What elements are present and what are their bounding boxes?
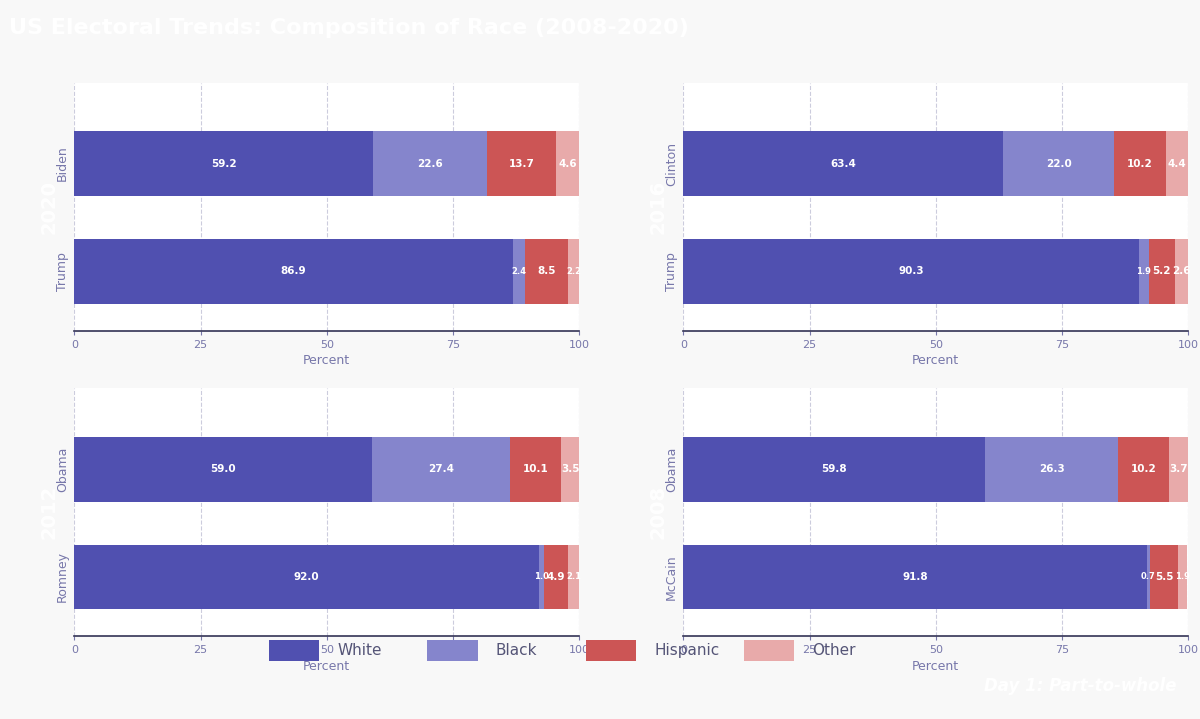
Bar — [586, 640, 636, 661]
Bar — [269, 640, 319, 661]
Bar — [985, 437, 1118, 502]
Text: 91.8: 91.8 — [902, 572, 928, 582]
Bar — [568, 239, 580, 303]
Bar — [684, 437, 985, 502]
Bar — [1147, 545, 1150, 610]
Text: 10.2: 10.2 — [1130, 464, 1157, 474]
Bar — [1003, 131, 1115, 196]
Text: 5.2: 5.2 — [1152, 267, 1171, 276]
Text: 5.5: 5.5 — [1154, 572, 1174, 582]
Text: 3.7: 3.7 — [1169, 464, 1188, 474]
Text: 10.2: 10.2 — [1127, 159, 1153, 168]
Text: Hispanic: Hispanic — [654, 643, 719, 658]
Bar — [373, 131, 487, 196]
Text: 13.7: 13.7 — [509, 159, 535, 168]
Text: 2.2: 2.2 — [566, 267, 581, 276]
Text: 59.8: 59.8 — [822, 464, 847, 474]
Text: 2.4: 2.4 — [511, 267, 527, 276]
Bar — [487, 131, 557, 196]
Text: 4.4: 4.4 — [1168, 159, 1187, 168]
Text: 1.9: 1.9 — [1175, 572, 1190, 582]
Bar — [557, 131, 580, 196]
Text: 27.4: 27.4 — [428, 464, 455, 474]
Text: 59.2: 59.2 — [211, 159, 236, 168]
Text: 8.5: 8.5 — [538, 267, 556, 276]
Text: 10.1: 10.1 — [523, 464, 548, 474]
Text: 1.9: 1.9 — [1136, 267, 1151, 276]
Bar — [544, 545, 569, 610]
Bar — [74, 239, 512, 303]
Text: 1.0: 1.0 — [534, 572, 548, 582]
Text: 3.5: 3.5 — [560, 464, 580, 474]
Bar — [1115, 131, 1165, 196]
Text: 2016: 2016 — [649, 180, 667, 234]
Text: 2.1: 2.1 — [566, 572, 581, 582]
Text: 92.0: 92.0 — [294, 572, 319, 582]
Text: 2008: 2008 — [649, 485, 667, 539]
Text: 2020: 2020 — [40, 180, 59, 234]
Text: 4.9: 4.9 — [547, 572, 565, 582]
Bar — [539, 545, 544, 610]
Bar — [510, 437, 562, 502]
Bar — [1118, 437, 1169, 502]
Bar — [1165, 131, 1188, 196]
Text: 0.7: 0.7 — [1141, 572, 1156, 582]
Bar — [74, 131, 373, 196]
Bar — [569, 545, 580, 610]
Text: 59.0: 59.0 — [210, 464, 236, 474]
X-axis label: Percent: Percent — [304, 354, 350, 367]
Text: 22.0: 22.0 — [1046, 159, 1072, 168]
Bar — [684, 545, 1147, 610]
Text: 90.3: 90.3 — [899, 267, 924, 276]
Text: 2012: 2012 — [40, 485, 59, 539]
Bar — [1178, 545, 1188, 610]
Bar — [512, 239, 526, 303]
Text: Day 1: Part-to-whole: Day 1: Part-to-whole — [984, 677, 1176, 695]
Bar — [1139, 239, 1148, 303]
Text: US Electoral Trends: Composition of Race (2008-2020): US Electoral Trends: Composition of Race… — [8, 18, 689, 38]
Bar — [74, 437, 372, 502]
Bar — [372, 437, 510, 502]
Bar — [1175, 239, 1188, 303]
Text: 26.3: 26.3 — [1039, 464, 1064, 474]
X-axis label: Percent: Percent — [912, 659, 959, 672]
X-axis label: Percent: Percent — [304, 659, 350, 672]
Text: 2.6: 2.6 — [1172, 267, 1190, 276]
Bar — [562, 437, 580, 502]
Bar — [526, 239, 568, 303]
Bar — [74, 545, 539, 610]
Text: White: White — [337, 643, 382, 658]
Text: 4.6: 4.6 — [558, 159, 577, 168]
Text: 22.6: 22.6 — [418, 159, 443, 168]
Bar — [1169, 437, 1188, 502]
Text: Other: Other — [812, 643, 856, 658]
Bar — [684, 131, 1003, 196]
Bar — [1150, 545, 1178, 610]
X-axis label: Percent: Percent — [912, 354, 959, 367]
Text: Black: Black — [496, 643, 538, 658]
Text: 86.9: 86.9 — [281, 267, 306, 276]
Bar — [427, 640, 478, 661]
Bar — [744, 640, 794, 661]
Bar — [1148, 239, 1175, 303]
Text: 63.4: 63.4 — [830, 159, 857, 168]
Bar — [684, 239, 1139, 303]
